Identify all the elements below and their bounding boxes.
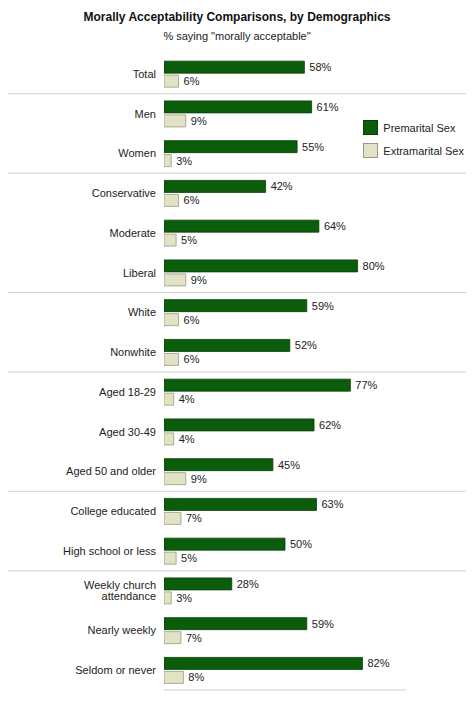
svg-text:7%: 7% — [186, 512, 202, 524]
svg-text:50%: 50% — [290, 538, 312, 550]
html-text:Premarital Sex: Premarital Sex — [383, 121, 456, 134]
svg-text:6%: 6% — [184, 314, 200, 326]
html-text:% saying "morally acceptable": % saying "morally acceptable" — [163, 30, 311, 42]
svg-text:59%: 59% — [312, 300, 334, 312]
svg-text:4%: 4% — [179, 393, 195, 405]
svg-text:College educated: College educated — [70, 505, 156, 517]
svg-text:6%: 6% — [184, 194, 200, 206]
svg-text:8%: 8% — [188, 671, 204, 683]
svg-text:High school or less: High school or less — [63, 545, 156, 557]
svg-text:5%: 5% — [181, 234, 197, 246]
svg-text:82%: 82% — [367, 657, 389, 669]
svg-text:Moderate: Moderate — [110, 227, 156, 239]
svg-text:52%: 52% — [295, 339, 317, 351]
svg-text:42%: 42% — [271, 180, 293, 192]
svg-text:Nearly weekly: Nearly weekly — [88, 624, 157, 636]
svg-text:Nonwhite: Nonwhite — [110, 346, 156, 358]
svg-text:28%: 28% — [237, 578, 259, 590]
svg-text:Men: Men — [135, 108, 156, 120]
svg-text:63%: 63% — [321, 498, 343, 510]
svg-text:62%: 62% — [319, 419, 341, 431]
svg-text:Women: Women — [118, 147, 156, 159]
svg-text:Seldom or never: Seldom or never — [75, 664, 156, 676]
svg-text:Liberal: Liberal — [123, 267, 156, 279]
svg-text:9%: 9% — [191, 274, 207, 286]
svg-text:6%: 6% — [184, 75, 200, 87]
svg-text:5%: 5% — [181, 552, 197, 564]
svg-text:7%: 7% — [186, 632, 202, 644]
svg-text:80%: 80% — [363, 260, 385, 272]
svg-text:77%: 77% — [355, 379, 377, 391]
svg-text:Aged 30-49: Aged 30-49 — [99, 426, 156, 438]
svg-text:Total: Total — [133, 68, 156, 80]
svg-text:Weekly churchattendance: Weekly churchattendance — [84, 579, 156, 602]
svg-text:3%: 3% — [176, 592, 192, 604]
svg-text:59%: 59% — [312, 618, 334, 630]
svg-text:3%: 3% — [176, 155, 192, 167]
svg-text:45%: 45% — [278, 459, 300, 471]
svg-text:Aged 50 and older: Aged 50 and older — [66, 465, 156, 477]
svg-text:Conservative: Conservative — [92, 187, 156, 199]
svg-text:9%: 9% — [191, 115, 207, 127]
svg-text:9%: 9% — [191, 473, 207, 485]
html-text:Morally Acceptability Comparis: Morally Acceptability Comparisons, by De… — [83, 10, 391, 24]
svg-text:58%: 58% — [309, 61, 331, 73]
svg-text:55%: 55% — [302, 141, 324, 153]
svg-text:Aged 18-29: Aged 18-29 — [99, 386, 156, 398]
svg-text:6%: 6% — [184, 353, 200, 365]
svg-text:White: White — [128, 306, 156, 318]
svg-text:4%: 4% — [179, 433, 195, 445]
svg-text:61%: 61% — [317, 101, 339, 113]
html-text:Extramarital Sex: Extramarital Sex — [383, 144, 464, 157]
svg-text:64%: 64% — [324, 220, 346, 232]
